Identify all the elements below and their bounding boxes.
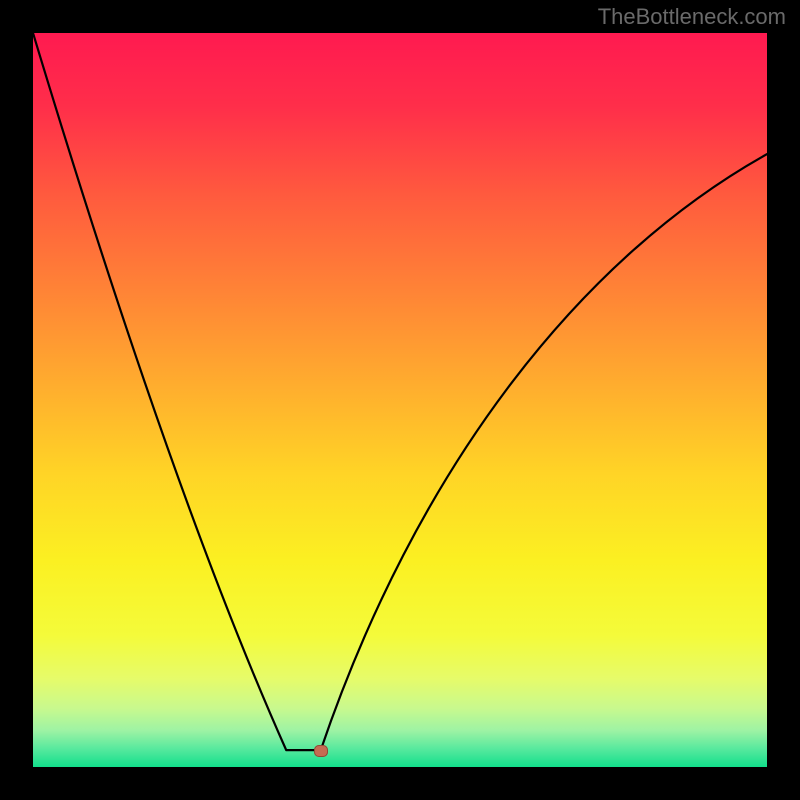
plot-area [33, 33, 767, 767]
curve-layer [33, 33, 767, 767]
bottleneck-curve [33, 33, 767, 750]
chart-frame [0, 0, 800, 800]
watermark-text: TheBottleneck.com [598, 4, 786, 30]
optimum-marker [314, 745, 328, 757]
